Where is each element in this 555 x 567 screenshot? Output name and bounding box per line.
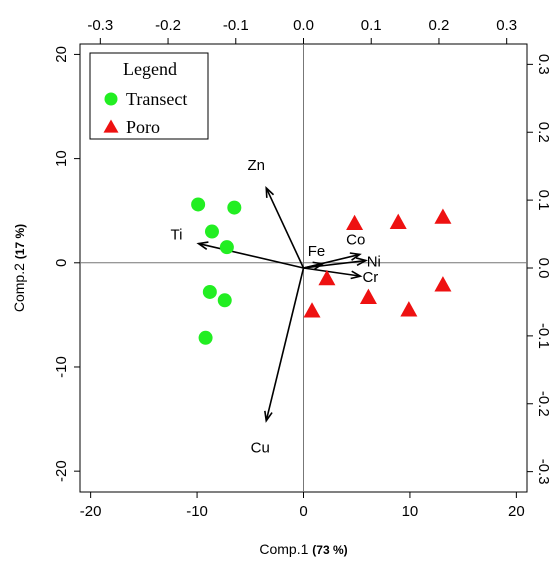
axis-labels: Comp.1 (73 %) Comp.2 (17 %) bbox=[11, 224, 348, 557]
y-tick-label: 20 bbox=[53, 46, 70, 63]
x-axis-label-unit: (73 %) bbox=[312, 543, 347, 557]
arrow-shaft bbox=[265, 187, 305, 269]
arrow-shaft bbox=[265, 267, 305, 421]
point-poro bbox=[346, 214, 364, 230]
loading-label: Co bbox=[346, 231, 365, 248]
y-tick-label: 0 bbox=[53, 259, 70, 267]
point-transect bbox=[217, 293, 232, 308]
top-tick-label: -0.2 bbox=[155, 17, 181, 34]
arrow-shaft bbox=[303, 253, 360, 269]
arrow-head bbox=[349, 252, 362, 261]
loading-label: Fe bbox=[308, 243, 326, 260]
y-axis-label: Comp.2 (17 %) bbox=[11, 224, 27, 312]
loading-label: Zn bbox=[247, 157, 265, 174]
legend-marker-transect bbox=[104, 92, 118, 106]
loading-zn: Zn bbox=[247, 157, 305, 269]
right-tick-label: -0.1 bbox=[535, 323, 552, 349]
legend: Legend Transect Poro bbox=[89, 52, 209, 140]
point-transect bbox=[198, 330, 213, 345]
loading-cu: Cu bbox=[251, 267, 305, 457]
top-tick-label: -0.1 bbox=[223, 17, 249, 34]
score-points bbox=[191, 197, 452, 345]
point-transect bbox=[202, 284, 217, 299]
x-tick-label: 20 bbox=[508, 503, 525, 520]
point-poro bbox=[359, 288, 377, 304]
top-tick-label: 0.1 bbox=[361, 17, 382, 34]
right-tick-label: 0.1 bbox=[535, 190, 552, 211]
legend-marker-poro bbox=[103, 119, 119, 133]
arrow-head bbox=[264, 410, 273, 423]
loading-label: Cu bbox=[251, 440, 270, 457]
point-transect bbox=[227, 200, 242, 215]
right-tick-label: 0.0 bbox=[535, 258, 552, 279]
loading-ti: Ti bbox=[171, 227, 304, 269]
legend-label-poro: Poro bbox=[126, 117, 160, 137]
top-tick-label: 0.3 bbox=[496, 17, 517, 34]
x-axis-label: Comp.1 (73 %) bbox=[259, 541, 347, 557]
loading-ni: Ni bbox=[303, 254, 381, 271]
x-tick-label: 0 bbox=[299, 503, 307, 520]
arrow-head bbox=[350, 270, 363, 280]
right-tick-label: 0.2 bbox=[535, 122, 552, 143]
point-poro bbox=[434, 276, 452, 292]
arrow-shaft bbox=[198, 242, 304, 269]
x-tick-label: -20 bbox=[80, 503, 102, 520]
arrow-head bbox=[355, 257, 368, 267]
legend-label-transect: Transect bbox=[126, 89, 187, 109]
top-tick-label: 0.0 bbox=[293, 17, 314, 34]
point-transect bbox=[204, 224, 219, 239]
point-poro bbox=[318, 269, 336, 286]
legend-title: Legend bbox=[123, 59, 177, 79]
x-tick-label: 10 bbox=[402, 503, 419, 520]
y-tick-label: -10 bbox=[53, 356, 70, 378]
right-tick-label: -0.3 bbox=[535, 459, 552, 485]
top-tick-label: 0.2 bbox=[429, 17, 450, 34]
x-tick-label: -10 bbox=[186, 503, 208, 520]
arrow-shaft bbox=[303, 267, 361, 277]
top-tick-label: -0.3 bbox=[87, 17, 113, 34]
y-tick-label: -20 bbox=[53, 460, 70, 482]
point-transect bbox=[219, 240, 234, 255]
x-axis-label-name: Comp.1 bbox=[259, 541, 312, 557]
y-axis-label-name: Comp.2 bbox=[11, 259, 27, 312]
point-poro bbox=[389, 213, 407, 229]
y-axis-label-unit: (17 %) bbox=[13, 224, 27, 259]
loading-label: Cr bbox=[362, 269, 378, 286]
point-poro bbox=[303, 302, 321, 318]
point-poro bbox=[400, 301, 418, 317]
arrow-head bbox=[265, 185, 275, 198]
loading-co: Co bbox=[303, 231, 365, 269]
point-transect bbox=[191, 197, 206, 212]
loading-label: Ti bbox=[171, 227, 183, 244]
y-tick-label: 10 bbox=[53, 150, 70, 167]
axes-layer: -20 -10 0 10 20 -20 -10 0 10 20 -0.3 -0.2 -0.1 0.0 0.1… bbox=[53, 17, 552, 520]
right-tick-label: -0.2 bbox=[535, 391, 552, 417]
arrow-shaft bbox=[303, 259, 366, 269]
loading-cr: Cr bbox=[303, 267, 378, 286]
right-tick-label: 0.3 bbox=[535, 54, 552, 75]
point-poro bbox=[434, 208, 452, 224]
arrow-head bbox=[196, 241, 209, 250]
loading-label: Ni bbox=[367, 254, 381, 271]
